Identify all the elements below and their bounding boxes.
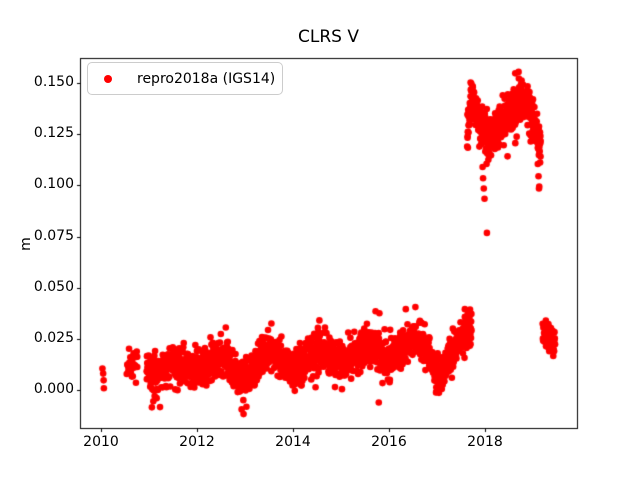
y-tick-label: 0.000 [33, 380, 74, 397]
y-tick-label: 0.025 [33, 329, 74, 346]
y-tick-label: 0.150 [33, 74, 74, 91]
x-tick-label: 2016 [371, 434, 407, 450]
legend-label: repro2018a (IGS14) [137, 70, 276, 87]
x-tick-label: 2018 [467, 434, 503, 450]
y-tick-label: 0.100 [33, 176, 74, 193]
legend-marker-dot-icon [104, 74, 112, 83]
x-tick-label: 2014 [275, 434, 311, 450]
y-tick-label: 0.050 [33, 278, 74, 295]
y-axis-label: m [18, 237, 34, 251]
x-tick-label: 2010 [83, 434, 119, 450]
legend: repro2018a (IGS14) [87, 62, 283, 95]
y-tick-label: 0.075 [33, 227, 74, 244]
plot-title: CLRS V [298, 27, 359, 47]
y-tick-label: 0.125 [33, 125, 74, 142]
x-tick-label: 2012 [179, 434, 215, 450]
